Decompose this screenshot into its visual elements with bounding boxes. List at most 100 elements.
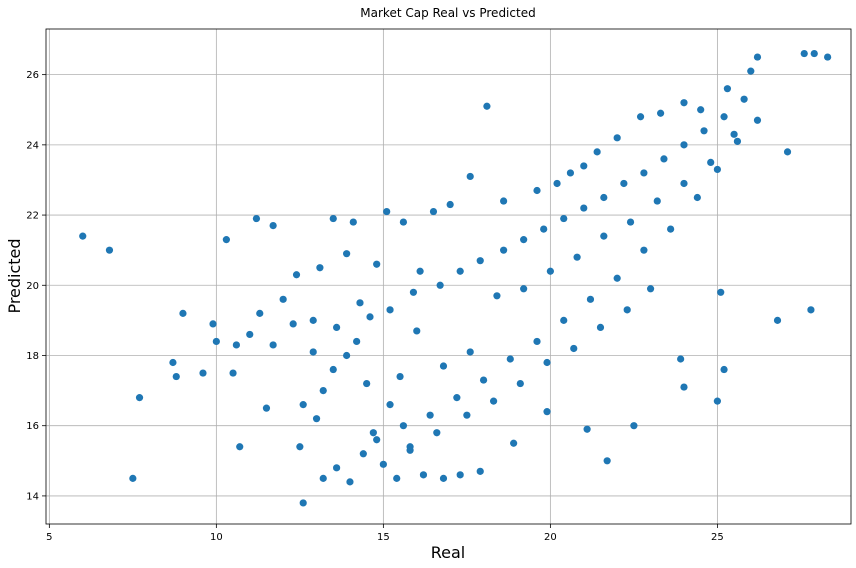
data-point xyxy=(510,439,518,447)
data-point xyxy=(416,267,424,275)
data-point xyxy=(707,158,715,167)
data-point xyxy=(600,193,608,202)
data-point xyxy=(269,341,277,349)
data-point xyxy=(439,474,448,482)
data-point xyxy=(596,323,605,332)
data-point xyxy=(229,369,237,377)
data-point xyxy=(105,246,114,254)
data-point xyxy=(386,306,394,314)
data-point xyxy=(252,214,261,223)
data-point xyxy=(680,383,688,391)
data-point xyxy=(319,474,327,482)
data-point xyxy=(363,379,371,388)
data-point xyxy=(476,257,484,265)
x-tick-label: 15 xyxy=(377,532,390,543)
data-point xyxy=(232,341,240,349)
data-point xyxy=(593,148,601,156)
x-axis-label: Real xyxy=(431,543,466,562)
data-point xyxy=(79,232,87,240)
data-point xyxy=(349,218,357,226)
y-tick-label: 14 xyxy=(26,491,39,502)
data-point xyxy=(333,464,341,472)
x-tick-label: 25 xyxy=(711,532,724,543)
chart-title: Market Cap Real vs Predicted xyxy=(360,6,535,20)
data-point xyxy=(373,436,381,444)
data-point xyxy=(222,236,230,244)
data-point xyxy=(560,316,568,324)
data-point xyxy=(717,288,725,296)
data-point xyxy=(269,221,277,230)
data-point xyxy=(646,285,655,293)
data-point xyxy=(500,197,508,205)
data-point xyxy=(586,295,595,303)
data-point xyxy=(747,67,755,75)
data-point xyxy=(720,113,728,121)
data-point xyxy=(413,327,421,335)
data-point xyxy=(660,155,668,163)
data-point xyxy=(773,316,782,324)
data-point xyxy=(543,358,551,367)
data-point xyxy=(463,411,471,419)
data-point xyxy=(453,394,461,402)
data-point xyxy=(436,281,444,289)
data-point xyxy=(383,207,391,216)
data-point xyxy=(279,295,287,303)
data-point xyxy=(346,478,354,486)
data-point xyxy=(333,323,341,332)
data-point xyxy=(356,299,364,307)
data-point xyxy=(493,292,501,300)
data-point xyxy=(740,95,748,103)
data-point xyxy=(379,460,387,468)
data-point xyxy=(393,474,401,482)
data-point xyxy=(299,401,307,409)
data-point xyxy=(172,372,180,381)
data-point xyxy=(353,337,361,346)
data-point xyxy=(212,337,220,346)
data-point xyxy=(329,214,337,223)
data-point xyxy=(600,232,608,240)
data-point xyxy=(236,443,244,451)
data-point xyxy=(169,358,177,367)
data-point xyxy=(640,246,648,254)
data-point xyxy=(570,344,578,353)
data-point xyxy=(466,348,474,356)
data-point xyxy=(520,236,528,244)
data-point xyxy=(316,264,324,272)
data-point xyxy=(730,130,738,138)
y-tick-label: 24 xyxy=(26,140,39,151)
data-point xyxy=(466,172,474,181)
data-point xyxy=(476,467,484,475)
x-tick-label: 5 xyxy=(46,532,52,543)
data-point xyxy=(309,348,317,356)
data-point xyxy=(369,429,377,437)
y-tick-label: 16 xyxy=(26,421,39,432)
data-point xyxy=(553,179,561,188)
y-tick-label: 20 xyxy=(26,281,39,292)
data-point xyxy=(580,204,588,212)
data-point xyxy=(343,351,351,360)
data-point xyxy=(246,330,254,339)
data-point xyxy=(296,443,304,451)
data-point xyxy=(359,450,367,458)
data-point xyxy=(566,169,575,177)
data-point xyxy=(135,394,144,402)
y-tick-label: 22 xyxy=(26,211,39,222)
data-point xyxy=(680,179,688,188)
data-point xyxy=(533,186,541,195)
data-point xyxy=(426,411,434,419)
data-point xyxy=(720,365,728,374)
data-points xyxy=(79,49,832,507)
x-tick-label: 10 xyxy=(210,532,223,543)
data-point xyxy=(580,162,588,170)
data-point xyxy=(723,85,732,93)
data-point xyxy=(753,116,762,124)
data-point xyxy=(419,471,428,479)
data-point xyxy=(713,397,721,405)
data-point xyxy=(824,53,832,61)
data-point xyxy=(680,141,688,149)
data-point xyxy=(800,49,808,58)
data-point xyxy=(446,200,454,209)
data-point xyxy=(373,260,381,268)
data-point xyxy=(626,218,635,226)
